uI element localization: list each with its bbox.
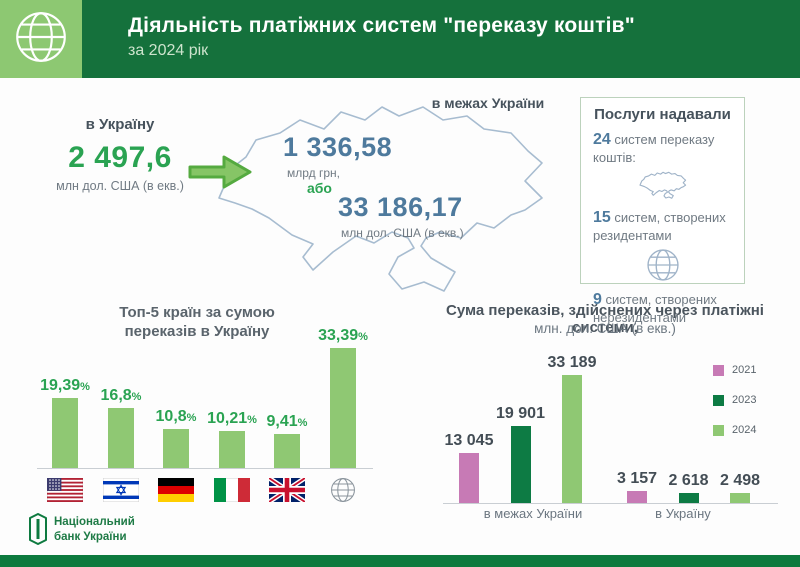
top5-bar-4 bbox=[219, 431, 245, 468]
legend-swatch-2021 bbox=[713, 364, 724, 376]
services-residents-text: систем, створених резидентами bbox=[593, 210, 726, 244]
page-title: Діяльність платіжних систем "переказу ко… bbox=[128, 14, 635, 37]
legend-swatch-2024 bbox=[713, 424, 724, 436]
or-label: або bbox=[307, 180, 332, 196]
nbu-org-line2: банк України bbox=[54, 530, 127, 543]
arrow-right-icon bbox=[186, 151, 254, 198]
top5-countries-chart: Топ-5 країн за сумою переказів в Україну… bbox=[35, 302, 375, 514]
transfers-chart-subtitle: млн. дол. США (в екв.) bbox=[534, 321, 676, 336]
nbu-org-line1: Національний bbox=[54, 516, 135, 528]
flag-italy bbox=[214, 478, 250, 502]
legend-label-2021: 2021 bbox=[732, 364, 757, 376]
top5-bar-6 bbox=[330, 348, 356, 468]
top5-bar-1 bbox=[52, 398, 78, 468]
top5-bar-label-2: 16,8% bbox=[100, 387, 142, 404]
flag-israel bbox=[103, 478, 139, 502]
footer-bar bbox=[0, 555, 800, 567]
top5-bar-label-3: 10,8% bbox=[155, 408, 197, 425]
header: Діяльність платіжних систем "переказу ко… bbox=[82, 0, 800, 78]
inflow-block: в Україну 2 497,6 млн дол. США (в екв.) bbox=[40, 116, 200, 193]
transfers-category-label-2: в Україну bbox=[655, 506, 711, 521]
globe-icon bbox=[593, 248, 732, 287]
page-subtitle: за 2024 рік bbox=[128, 42, 209, 59]
legend-item-2023: 2023 bbox=[713, 392, 756, 408]
domestic-uah-unit: млрд грн, bbox=[287, 166, 340, 180]
domestic-usd-value: 33 186,17 bbox=[338, 192, 463, 222]
header-logo-panel bbox=[0, 0, 82, 78]
top5-chart-axis bbox=[37, 468, 373, 469]
nbu-org-name: Національний банк України bbox=[54, 515, 135, 545]
services-provided-box: Послуги надавали 24 систем переказу кошт… bbox=[580, 97, 745, 325]
transfers-bar-2021-2 bbox=[627, 491, 647, 503]
services-nonresidents-count: 9 bbox=[593, 290, 602, 308]
top5-bar-label-4: 10,21% bbox=[207, 410, 257, 427]
transfers-bar-2024-1 bbox=[562, 375, 582, 503]
transfers-sum-chart: Сума переказів, здійснених через платіжн… bbox=[415, 302, 795, 521]
legend-item-2024: 2024 bbox=[713, 422, 756, 438]
flag-germany bbox=[158, 478, 194, 502]
top5-bar-label-5: 9,41% bbox=[266, 413, 308, 430]
transfers-bar-label-2024-1: 33 189 bbox=[547, 354, 597, 371]
inflow-value: 2 497,6 bbox=[68, 141, 172, 174]
transfers-bar-label-2021-2: 3 157 bbox=[616, 470, 658, 487]
domestic-usd-unit: млн дол. США (в екв.) bbox=[341, 226, 464, 240]
top5-bar-label-6: 33,39% bbox=[318, 327, 368, 344]
top5-chart-title: Топ-5 країн за сумою переказів в Україну bbox=[119, 304, 275, 340]
flag-usa bbox=[47, 478, 83, 502]
flag-uk bbox=[269, 478, 305, 502]
transfers-bar-label-2023-1: 19 901 bbox=[496, 405, 545, 422]
transfers-bar-2021-1 bbox=[459, 453, 479, 503]
transfers-chart-title: Сума переказів, здійснених через платіжн… bbox=[446, 302, 764, 336]
legend-label-2024: 2024 bbox=[732, 424, 757, 436]
transfers-bar-label-2024-2: 2 498 bbox=[719, 472, 761, 489]
inflow-unit: млн дол. США (в екв.) bbox=[56, 179, 184, 193]
inflow-label: в Україну bbox=[85, 116, 155, 133]
legend-label-2023: 2023 bbox=[732, 394, 757, 406]
legend-item-2021: 2021 bbox=[713, 362, 756, 378]
top5-bar-label-1: 19,39% bbox=[40, 377, 90, 394]
transfers-bar-2023-1 bbox=[510, 426, 531, 503]
nbu-logo-icon bbox=[28, 513, 48, 550]
services-residents-count: 15 bbox=[593, 209, 611, 227]
legend-swatch-2023 bbox=[713, 394, 724, 406]
services-total-count: 24 bbox=[593, 131, 611, 148]
transfers-bar-label-2023-2: 2 618 bbox=[668, 472, 709, 489]
transfers-chart-legend: 2021 2023 2024 bbox=[713, 362, 756, 452]
services-total-text: систем переказу коштів: bbox=[593, 132, 715, 165]
domestic-uah-value: 1 336,58 bbox=[283, 132, 393, 162]
transfers-category-label-1: в межах України bbox=[483, 506, 583, 521]
transfers-bar-label-2021-1: 13 045 bbox=[444, 432, 494, 449]
services-box-title: Послуги надавали bbox=[594, 106, 731, 123]
top5-bar-5 bbox=[274, 434, 300, 468]
top5-bar-2 bbox=[108, 408, 134, 468]
transfers-chart-axis bbox=[443, 503, 778, 504]
transfers-bar-2023-2 bbox=[678, 493, 699, 503]
services-residents: 15 систем, створених резидентами bbox=[593, 208, 732, 244]
services-nonresidents: 9 систем, створених нерезидентами bbox=[593, 290, 732, 326]
domestic-region-label: в межах України bbox=[431, 95, 545, 111]
services-nonresidents-text: систем, створених нерезидентами bbox=[593, 291, 717, 325]
ukraine-map-icon bbox=[593, 169, 732, 205]
top5-bar-3 bbox=[163, 429, 189, 468]
globe-icon bbox=[325, 478, 361, 502]
globe-icon bbox=[14, 10, 68, 69]
transfers-bar-2024-2 bbox=[730, 493, 750, 503]
services-total: 24 систем переказу коштів: bbox=[593, 130, 732, 166]
